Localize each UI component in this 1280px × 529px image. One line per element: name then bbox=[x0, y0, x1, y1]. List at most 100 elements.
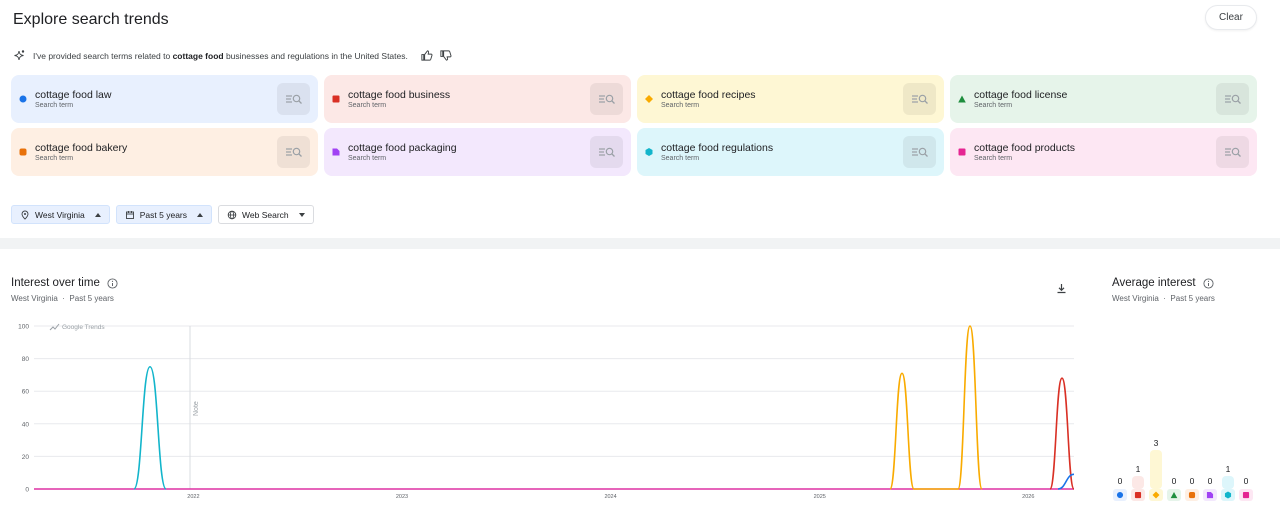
x-tick-label: 2023 bbox=[396, 494, 408, 500]
term-type: Search term bbox=[348, 102, 387, 109]
avg-value-label: 0 bbox=[1208, 476, 1213, 486]
avg-value-label: 0 bbox=[1190, 476, 1195, 486]
time-filter-label: Past 5 years bbox=[139, 209, 188, 220]
avg-marker-icon bbox=[1152, 491, 1160, 499]
term-search-button[interactable] bbox=[277, 136, 310, 168]
caret-down-icon bbox=[298, 212, 305, 217]
term-search-button[interactable] bbox=[1216, 83, 1249, 115]
globe-icon bbox=[227, 210, 237, 219]
avg-marker-icon bbox=[1116, 491, 1124, 499]
avg-bar[interactable] bbox=[1150, 450, 1162, 489]
y-tick-label: 40 bbox=[22, 421, 30, 428]
filter-bar: West Virginia Past 5 years Web Search bbox=[11, 205, 314, 224]
download-icon[interactable] bbox=[1055, 282, 1068, 295]
term-name: cottage food packaging bbox=[348, 142, 457, 154]
avg-marker-icon bbox=[1134, 491, 1142, 499]
search-term-card[interactable]: cottage food business Search term bbox=[324, 75, 631, 123]
message-text: I've provided search terms related to co… bbox=[33, 51, 408, 61]
search-term-card[interactable]: cottage food license Search term bbox=[950, 75, 1257, 123]
time-filter[interactable]: Past 5 years bbox=[115, 205, 213, 224]
search-term-card[interactable]: cottage food law Search term bbox=[11, 75, 318, 123]
interest-over-time-title: Interest over time bbox=[11, 277, 118, 289]
term-marker-icon bbox=[19, 148, 27, 156]
y-tick-label: 80 bbox=[22, 356, 30, 363]
average-interest-title: Average interest bbox=[1112, 277, 1214, 289]
avg-bar[interactable] bbox=[1222, 476, 1234, 489]
avg-value-label: 3 bbox=[1154, 438, 1159, 448]
caret-up-icon bbox=[94, 212, 101, 217]
trend-line-icon bbox=[49, 323, 60, 331]
term-type: Search term bbox=[35, 102, 74, 109]
search-term-card[interactable]: cottage food recipes Search term bbox=[637, 75, 944, 123]
avg-value-label: 0 bbox=[1244, 476, 1249, 486]
term-name: cottage food business bbox=[348, 89, 451, 101]
section-divider bbox=[0, 238, 1280, 249]
watermark-label: Google Trends bbox=[62, 324, 105, 331]
search-lines-icon bbox=[911, 147, 928, 157]
term-search-button[interactable] bbox=[903, 136, 936, 168]
term-search-button[interactable] bbox=[590, 83, 623, 115]
avg-marker-icon bbox=[1206, 491, 1214, 499]
ai-message: I've provided search terms related to co… bbox=[12, 49, 408, 63]
search-lines-icon bbox=[598, 147, 615, 157]
thumbs-up-icon[interactable] bbox=[420, 49, 433, 62]
term-type: Search term bbox=[661, 155, 700, 162]
term-name: cottage food license bbox=[974, 89, 1068, 101]
term-type: Search term bbox=[661, 102, 700, 109]
term-marker-icon bbox=[958, 148, 966, 156]
sparkle-icon bbox=[14, 50, 25, 61]
term-search-button[interactable] bbox=[590, 136, 623, 168]
feedback-buttons bbox=[420, 49, 452, 62]
term-marker-icon bbox=[958, 95, 966, 103]
avg-bar[interactable] bbox=[1132, 476, 1144, 489]
property-filter-label: Web Search bbox=[242, 209, 289, 220]
term-marker-icon bbox=[645, 95, 653, 103]
caret-up-icon bbox=[197, 212, 204, 217]
avg-marker-icon bbox=[1188, 491, 1196, 499]
search-lines-icon bbox=[911, 94, 928, 104]
term-marker-icon bbox=[332, 148, 340, 156]
location-pin-icon bbox=[21, 210, 29, 220]
message-topic: cottage food bbox=[172, 51, 224, 61]
avg-marker-icon bbox=[1224, 491, 1232, 499]
search-term-card[interactable]: cottage food regulations Search term bbox=[637, 128, 944, 176]
page-title: Explore search trends bbox=[13, 11, 169, 28]
term-name: cottage food products bbox=[974, 142, 1075, 154]
term-type: Search term bbox=[974, 102, 1013, 109]
search-lines-icon bbox=[285, 94, 302, 104]
location-filter[interactable]: West Virginia bbox=[11, 205, 110, 224]
thumbs-down-icon[interactable] bbox=[439, 49, 452, 62]
interest-over-time-chart: 0 20 40 60 80 100 Google Trends Note 2022 2023 202… bbox=[18, 323, 1075, 500]
series-line bbox=[889, 325, 983, 490]
clear-button[interactable]: Clear bbox=[1205, 5, 1257, 30]
average-interest-chart: 0 1 3 0 0 0 1 0 bbox=[1113, 438, 1253, 501]
x-tick-label: 2025 bbox=[814, 494, 826, 500]
term-type: Search term bbox=[348, 155, 387, 162]
term-name: cottage food regulations bbox=[661, 142, 774, 154]
info-icon[interactable] bbox=[1202, 277, 1214, 289]
property-filter[interactable]: Web Search bbox=[218, 205, 314, 224]
search-lines-icon bbox=[285, 147, 302, 157]
series-line bbox=[1049, 377, 1075, 490]
y-tick-label: 20 bbox=[22, 454, 30, 461]
location-filter-label: West Virginia bbox=[35, 209, 85, 220]
avg-value-label: 0 bbox=[1172, 476, 1177, 486]
term-search-button[interactable] bbox=[277, 83, 310, 115]
search-term-card[interactable]: cottage food bakery Search term bbox=[11, 128, 318, 176]
x-tick-label: 2026 bbox=[1022, 494, 1034, 500]
search-lines-icon bbox=[1224, 147, 1241, 157]
average-interest-subtitle: West Virginia · Past 5 years bbox=[1112, 294, 1215, 303]
term-type: Search term bbox=[974, 155, 1013, 162]
info-icon[interactable] bbox=[107, 277, 118, 289]
interest-over-time-subtitle: West Virginia · Past 5 years bbox=[11, 294, 114, 303]
term-name: cottage food bakery bbox=[35, 142, 128, 154]
y-tick-label: 60 bbox=[22, 389, 30, 396]
x-tick-label: 2024 bbox=[604, 494, 616, 500]
series-line bbox=[133, 365, 167, 490]
search-term-card[interactable]: cottage food packaging Search term bbox=[324, 128, 631, 176]
term-marker-icon bbox=[332, 95, 340, 103]
search-term-card[interactable]: cottage food products Search term bbox=[950, 128, 1257, 176]
term-search-button[interactable] bbox=[903, 83, 936, 115]
search-lines-icon bbox=[1224, 94, 1241, 104]
term-search-button[interactable] bbox=[1216, 136, 1249, 168]
